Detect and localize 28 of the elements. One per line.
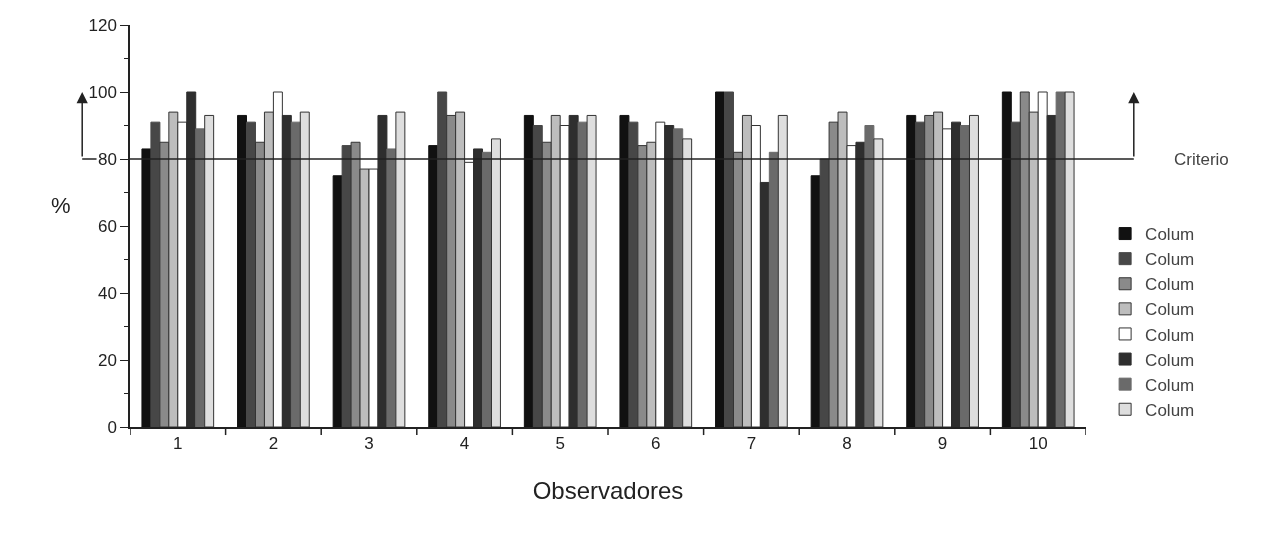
x-tick-label: 8 [842,434,852,454]
ref-line-label: Criterio [1174,150,1229,169]
y-tick-label: 120 [88,15,117,35]
y-tick-label: 60 [97,216,117,236]
legend-label: Colum [1145,400,1195,420]
legend-label: Colum [1145,250,1195,270]
legend-label: Colum [1145,375,1195,395]
y-tick-label: 100 [88,82,117,102]
x-tick-label: 9 [937,434,948,454]
x-tick-label: 6 [651,434,661,454]
y-axis-title: % [51,193,71,218]
x-tick-label: 1 [173,434,183,454]
x-tick-label: 10 [1028,434,1048,454]
legend-label: Colum [1145,300,1195,320]
legend-label: Colum [1145,325,1195,345]
y-tick-label: 40 [97,283,117,303]
y-tick-label: 0 [107,417,117,437]
x-axis-title: Observadores [532,476,684,504]
y-tick-label: 80 [97,149,117,169]
legend-label: Colum [1145,350,1195,370]
legend-label: Colum [1145,275,1195,295]
y-tick-label: 20 [97,350,117,370]
x-tick-label: 2 [268,434,279,454]
x-tick-label: 4 [459,434,470,454]
legend-label: Colum [1145,225,1195,245]
x-tick-label: 3 [364,434,374,454]
x-tick-label: 7 [746,434,757,454]
x-tick-label: 5 [555,434,565,454]
